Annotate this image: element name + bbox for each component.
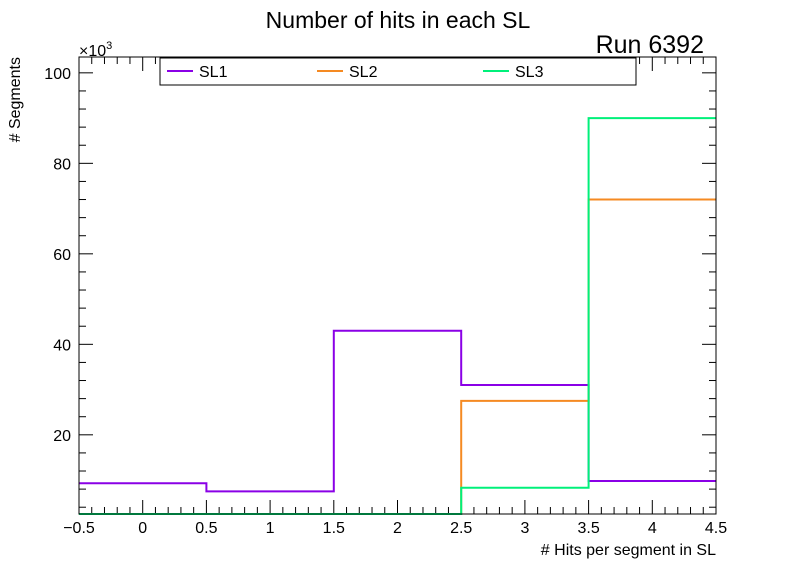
legend: SL1 SL2 SL3	[159, 57, 637, 86]
series-line-sl1	[79, 329, 716, 493]
axis-ticks	[78, 57, 717, 514]
legend-label-sl3: SL3	[515, 64, 544, 81]
y-tick-label: 40	[53, 337, 71, 354]
legend-box	[159, 57, 637, 86]
plot-frame	[78, 56, 717, 515]
y-tick-label: 100	[44, 66, 71, 83]
x-tick-label: 2.5	[450, 520, 472, 537]
y-tick-label: 80	[53, 156, 71, 173]
x-tick-label: 3.5	[577, 520, 599, 537]
run-label: Run 6392	[596, 31, 704, 59]
y-exponent-label: ×103	[79, 40, 112, 60]
x-tick-label: 0.5	[195, 520, 217, 537]
x-axis-label: # Hits per segment in SL	[541, 542, 716, 559]
y-exponent-power: 3	[106, 40, 112, 52]
x-tick-label: 1	[266, 520, 275, 537]
x-tick-label: 1.5	[323, 520, 345, 537]
legend-entries: SL1 SL2 SL3	[167, 64, 544, 81]
x-tick-label: −0.5	[63, 520, 95, 537]
series-lines	[79, 117, 716, 515]
axis-tick-labels: −0.5 0 0.5 1 1.5 2 2.5 3 3.5 4 4.5 20 40 60 80 100	[44, 66, 727, 537]
chart-title: Number of hits in each SL	[266, 7, 531, 33]
series-line-sl2	[79, 198, 716, 515]
y-exponent-base: ×10	[79, 43, 106, 60]
y-tick-label: 20	[53, 428, 71, 445]
x-tick-label: 4	[648, 520, 657, 537]
legend-label-sl2: SL2	[349, 64, 378, 81]
legend-label-sl1: SL1	[199, 64, 228, 81]
y-tick-label: 60	[53, 247, 71, 264]
x-tick-label: 2	[393, 520, 402, 537]
y-axis-label: # Segments	[7, 57, 24, 142]
series-line-sl3	[79, 117, 716, 515]
x-tick-label: 4.5	[705, 520, 727, 537]
x-tick-label: 3	[520, 520, 529, 537]
x-tick-label: 0	[138, 520, 147, 537]
